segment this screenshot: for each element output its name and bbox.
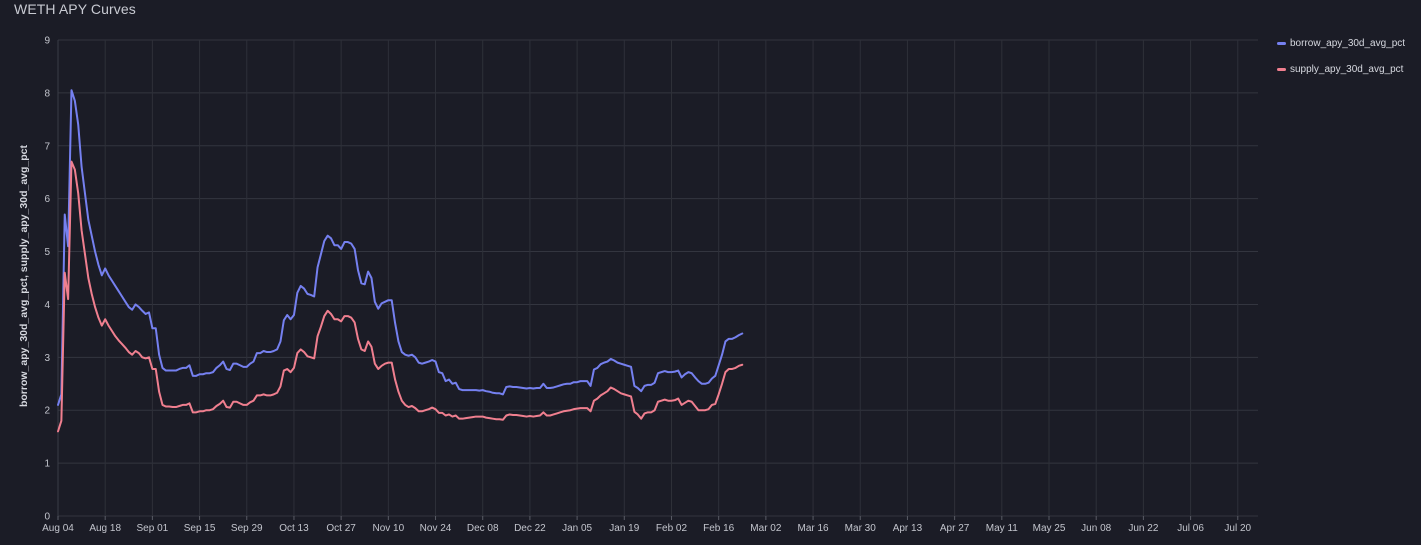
x-tick-label: Jan 19 <box>609 523 639 534</box>
y-axis-label: borrow_apy_30d_avg_pct, supply_apy_30d_a… <box>18 144 30 407</box>
series-line-supply-apy-30d-avg-pct <box>57 160 744 433</box>
y-tick-label: 2 <box>44 406 50 417</box>
legend-label: borrow_apy_30d_avg_pct <box>1290 37 1406 49</box>
x-tick-label: Feb 16 <box>703 523 735 534</box>
y-tick-label: 7 <box>44 141 50 152</box>
x-tick-label: Jun 22 <box>1128 523 1158 534</box>
x-tick-label: Sep 15 <box>184 523 216 534</box>
x-tick-label: Oct 13 <box>279 523 309 534</box>
x-tick-label: Aug 04 <box>42 523 74 534</box>
x-tick-label: Jul 20 <box>1224 523 1251 534</box>
x-tick-label: Jun 08 <box>1081 523 1111 534</box>
x-tick-label: May 25 <box>1033 523 1066 534</box>
x-tick-label: Apr 13 <box>893 523 923 534</box>
y-tick-label: 0 <box>44 512 50 523</box>
x-tick-label: May 11 <box>986 523 1018 534</box>
y-tick-label: 1 <box>44 459 50 470</box>
x-tick-label: Oct 27 <box>326 523 356 534</box>
legend-item[interactable]: borrow_apy_30d_avg_pct <box>1277 36 1405 50</box>
series-lines <box>57 89 744 433</box>
y-tick-label: 8 <box>44 88 50 99</box>
x-tick-label: Aug 18 <box>89 523 121 534</box>
grid <box>57 39 1258 517</box>
x-tick-label: Nov 24 <box>420 523 452 534</box>
x-axis-ticks: Aug 04 Aug 18 Sep 01 Sep 15 Sep 29 Oct 13 Oct … <box>42 516 1252 534</box>
legend: borrow_apy_30d_avg_pct supply_apy_30d_avg… <box>1277 36 1405 88</box>
y-tick-label: 3 <box>44 353 50 364</box>
x-tick-label: Apr 27 <box>940 523 970 534</box>
legend-swatch <box>1277 67 1286 71</box>
x-tick-label: Mar 02 <box>750 523 782 534</box>
y-axis-ticks: 0 1 2 3 4 5 6 7 8 9 <box>44 36 50 523</box>
y-tick-label: 6 <box>44 194 50 205</box>
x-tick-label: Dec 22 <box>514 523 546 534</box>
chart-title: WETH APY Curves <box>14 1 136 17</box>
legend-item[interactable]: supply_apy_30d_avg_pct <box>1277 62 1405 76</box>
x-tick-label: Mar 16 <box>797 523 829 534</box>
y-tick-label: 4 <box>44 300 50 311</box>
x-tick-label: Sep 01 <box>137 523 169 534</box>
x-tick-label: Jul 06 <box>1177 523 1204 534</box>
legend-swatch <box>1277 41 1286 45</box>
x-tick-label: Dec 08 <box>467 523 499 534</box>
x-tick-label: Mar 30 <box>845 523 877 534</box>
legend-label: supply_apy_30d_avg_pct <box>1290 63 1404 75</box>
y-tick-label: 9 <box>44 36 50 47</box>
y-tick-label: 5 <box>44 247 50 258</box>
x-tick-label: Sep 29 <box>231 523 263 534</box>
series-line-borrow-apy-30d-avg-pct <box>57 89 744 406</box>
x-tick-label: Feb 02 <box>656 523 688 534</box>
x-tick-label: Jan 05 <box>562 523 592 534</box>
x-tick-label: Nov 10 <box>372 523 404 534</box>
